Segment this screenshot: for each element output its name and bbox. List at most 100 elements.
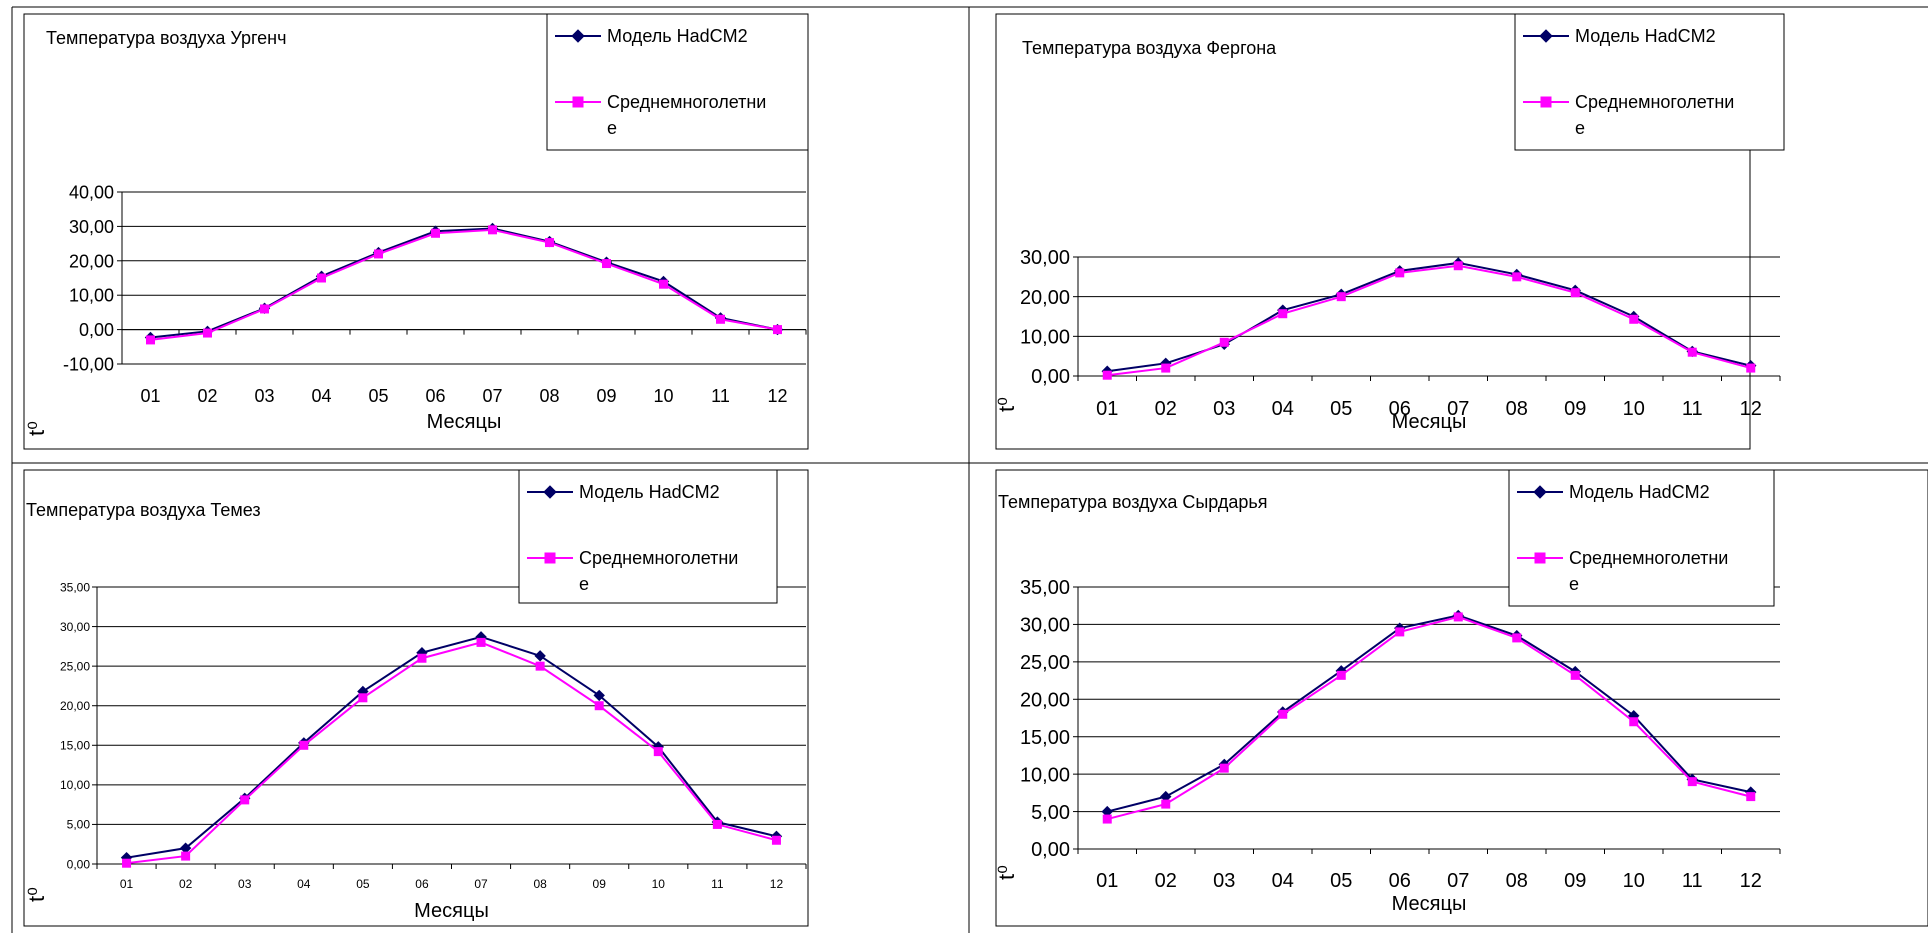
data-point: [488, 225, 497, 235]
data-point: [374, 249, 383, 259]
x-tick-label: 02: [1155, 398, 1177, 420]
x-tick-label: 03: [254, 386, 274, 406]
data-point: [417, 653, 427, 663]
legend-entry: Модель HadCM2: [1569, 482, 1710, 502]
y-axis-label: t⁰: [994, 865, 1019, 880]
y-tick-label: 0,00: [1031, 366, 1070, 388]
legend-swatch-marker: [572, 96, 584, 108]
table-grid: [11, 6, 1928, 933]
x-tick-label: 11: [1682, 398, 1703, 420]
series-line: [1107, 614, 1751, 813]
data-point: [712, 819, 722, 829]
series-line: [1107, 264, 1752, 377]
x-tick-label: 09: [1564, 870, 1586, 892]
series-2: [122, 637, 781, 868]
y-tick-label: 10,00: [1020, 327, 1070, 349]
chart-urgench: Температура воздуха Ургенч -10,00 0,00 10,0…: [23, 13, 809, 450]
y-tick-label: 10,00: [60, 778, 90, 792]
series-2: [1102, 612, 1756, 824]
data-point: [1687, 777, 1697, 787]
data-point: [1629, 717, 1639, 727]
x-tick-label: 04: [1272, 870, 1294, 892]
series-line: [1107, 615, 1751, 821]
x-tick-label: 01: [120, 877, 134, 891]
x-tick-label: 08: [539, 386, 559, 406]
chart-title: Температура воздуха Фергона: [1022, 38, 1277, 58]
legend: Модель HadCM2 Среднемноголетни е: [1508, 469, 1775, 607]
chart-title: Температура воздуха Сырдарья: [998, 492, 1268, 512]
data-point: [771, 835, 781, 845]
y-tick-label: 40,00: [69, 182, 114, 202]
x-tick-label: 01: [1096, 398, 1118, 420]
data-point: [1161, 363, 1171, 373]
data-point: [260, 304, 269, 314]
series-line: [126, 635, 777, 859]
x-tick-label: 10: [652, 877, 666, 891]
y-tick-label: 10,00: [69, 286, 114, 306]
x-tick-label: 10: [653, 386, 673, 406]
x-tick-label: 08: [1506, 398, 1528, 420]
legend-swatch-marker: [1534, 552, 1546, 564]
y-tick-label: 10,00: [1020, 764, 1070, 786]
y-tick-label: 35,00: [60, 580, 90, 594]
legend-entry: Модель HadCM2: [1575, 26, 1716, 46]
legend-entry: Среднемноголетни е: [1575, 92, 1734, 138]
data-point: [1395, 268, 1405, 278]
x-tick-label: 12: [770, 877, 784, 891]
x-tick-label: 07: [1447, 870, 1469, 892]
data-point: [299, 740, 309, 750]
x-tick-label: 09: [1564, 398, 1586, 420]
data-point: [659, 279, 668, 289]
x-tick-label: 09: [593, 877, 607, 891]
legend-swatch-marker: [571, 29, 585, 43]
x-tick-label: 11: [711, 386, 730, 406]
legend-entry: Среднемноголетни е: [607, 92, 766, 138]
x-axis-label: Месяцы: [1392, 411, 1467, 433]
y-tick-label: 30,00: [60, 620, 90, 634]
y-tick-label: 0,00: [67, 857, 91, 871]
x-tick-label: 12: [1740, 870, 1762, 892]
legend: Модель HadCM2 Среднемноголетни е: [518, 469, 778, 604]
chart-fergona: Температура воздуха Фергона 0,00 10,00 20,0…: [994, 13, 1785, 450]
data-point: [1512, 272, 1522, 282]
x-tick-label: 01: [1096, 870, 1118, 892]
y-tick-label: 25,00: [60, 659, 90, 673]
data-point: [1687, 347, 1697, 357]
x-tick-label: 12: [1740, 398, 1762, 420]
x-tick-label: 02: [197, 386, 217, 406]
data-point: [203, 328, 212, 338]
x-tick-label: 04: [311, 386, 331, 406]
x-tick-label: 01: [140, 386, 160, 406]
x-tick-label: 05: [356, 877, 370, 891]
x-tick-label: 06: [415, 877, 429, 891]
y-tick-label: 30,00: [69, 217, 114, 237]
legend: Модель HadCM2 Среднемноголетни е: [546, 13, 809, 151]
x-tick-label: 02: [179, 877, 193, 891]
x-tick-label: 12: [767, 386, 787, 406]
data-point: [716, 314, 725, 324]
data-point: [1629, 314, 1639, 324]
x-tick-label: 06: [425, 386, 445, 406]
data-point: [146, 335, 155, 345]
legend-swatch-marker: [544, 552, 556, 564]
y-tick-label: 35,00: [1020, 577, 1070, 599]
legend-swatch-marker: [1539, 29, 1553, 43]
data-point: [476, 637, 486, 647]
y-tick-label: 5,00: [67, 818, 91, 832]
x-tick-label: 03: [1213, 870, 1235, 892]
legend-swatch-marker: [1540, 96, 1552, 108]
x-tick-label: 09: [596, 386, 616, 406]
data-point: [1336, 670, 1346, 680]
data-point: [431, 228, 440, 238]
x-tick-label: 08: [1506, 870, 1528, 892]
x-tick-label: 07: [474, 877, 488, 891]
x-tick-label: 10: [1623, 398, 1645, 420]
data-point: [534, 650, 546, 662]
x-tick-label: 05: [1330, 870, 1352, 892]
data-point: [1219, 763, 1229, 773]
x-tick-label: 08: [533, 877, 547, 891]
y-tick-label: 20,00: [1020, 689, 1070, 711]
data-point: [1570, 670, 1580, 680]
x-tick-label: 07: [482, 386, 502, 406]
legend-swatch-marker: [1533, 485, 1547, 499]
